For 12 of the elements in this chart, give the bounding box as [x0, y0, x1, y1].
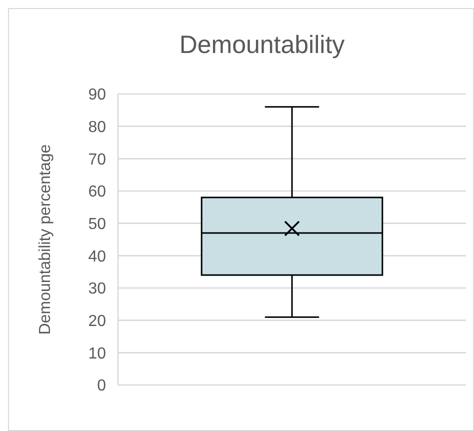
- y-tick-label: 20: [88, 312, 106, 330]
- y-tick-label: 30: [88, 280, 106, 298]
- chart-title: Demountability: [179, 31, 346, 59]
- y-tick-label: 90: [88, 86, 106, 104]
- y-tick-label: 50: [88, 216, 106, 233]
- y-tick-label: 40: [88, 248, 106, 266]
- y-tick-label: 60: [88, 184, 106, 201]
- y-tick-label: 80: [88, 118, 106, 136]
- y-tick-label: 70: [88, 151, 106, 168]
- y-tick-label: 0: [97, 378, 106, 395]
- y-tick-label: 10: [88, 345, 106, 362]
- y-axis-title: Demountability percentage: [37, 144, 54, 335]
